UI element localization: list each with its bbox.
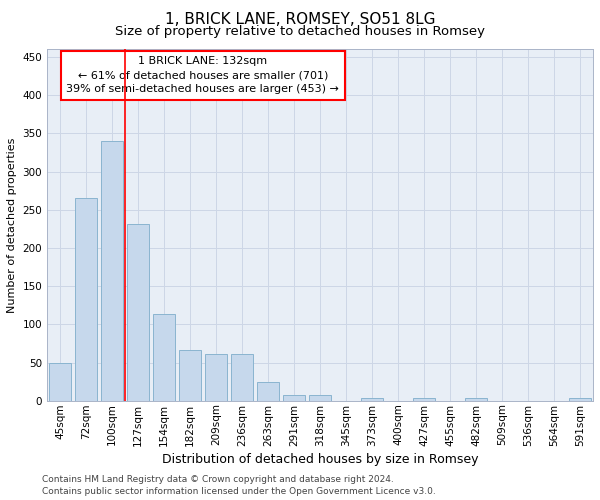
Text: Contains HM Land Registry data © Crown copyright and database right 2024.
Contai: Contains HM Land Registry data © Crown c…	[42, 475, 436, 496]
Bar	[465, 398, 487, 400]
Bar	[231, 354, 253, 401]
Bar	[127, 224, 149, 400]
Text: 1 BRICK LANE: 132sqm
← 61% of detached houses are smaller (701)
39% of semi-deta: 1 BRICK LANE: 132sqm ← 61% of detached h…	[66, 56, 339, 94]
Bar	[49, 362, 71, 401]
Bar	[257, 382, 279, 400]
Text: Size of property relative to detached houses in Romsey: Size of property relative to detached ho…	[115, 25, 485, 38]
Bar	[75, 198, 97, 400]
Bar	[309, 396, 331, 400]
Bar	[153, 314, 175, 400]
Bar	[569, 398, 591, 400]
Bar	[101, 141, 123, 401]
Bar	[179, 350, 201, 401]
Bar	[361, 398, 383, 400]
X-axis label: Distribution of detached houses by size in Romsey: Distribution of detached houses by size …	[162, 452, 478, 466]
Bar	[283, 396, 305, 400]
Bar	[413, 398, 435, 400]
Text: 1, BRICK LANE, ROMSEY, SO51 8LG: 1, BRICK LANE, ROMSEY, SO51 8LG	[165, 12, 435, 28]
Bar	[205, 354, 227, 401]
Y-axis label: Number of detached properties: Number of detached properties	[7, 138, 17, 313]
